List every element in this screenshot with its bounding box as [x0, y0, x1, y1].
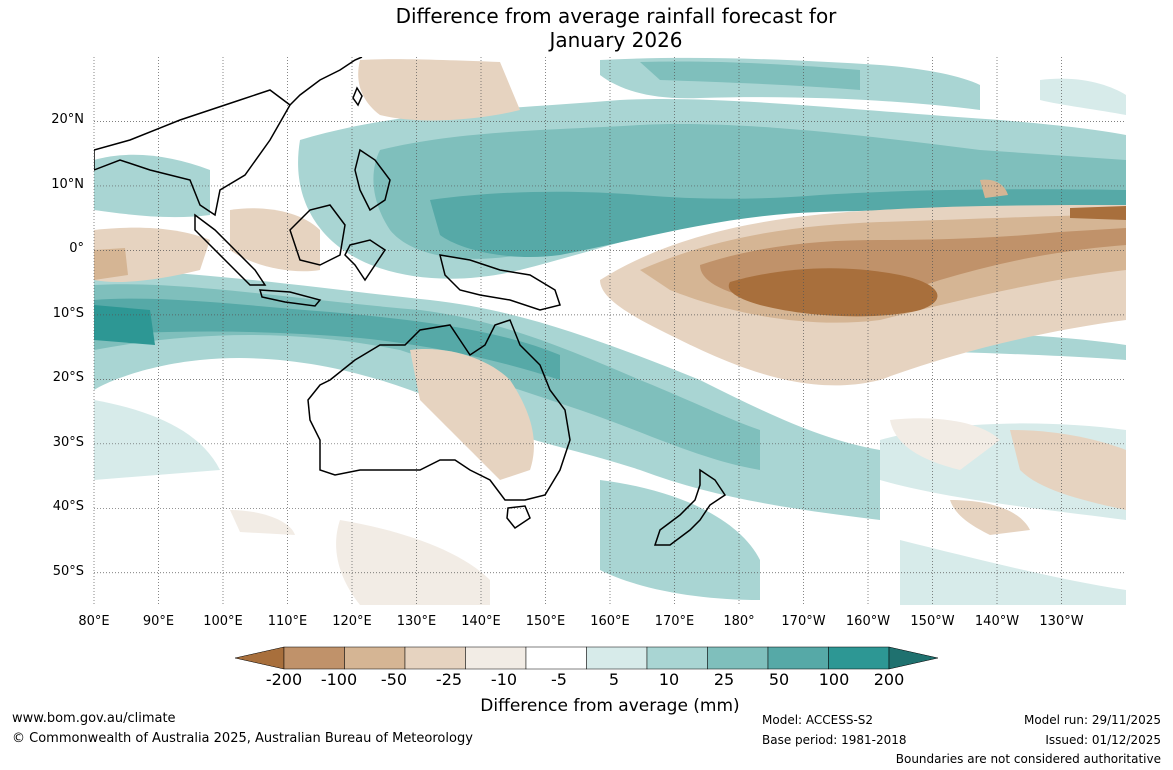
lat-tick-label: 10°S [52, 305, 84, 321]
sulawesi-coastline [344, 239, 387, 282]
issued-text: Issued: 01/12/2025 [1045, 733, 1161, 747]
lon-tick-label: 140°E [461, 614, 501, 629]
sumatra-coastline [194, 213, 267, 286]
coastlines [94, 57, 727, 546]
graticule [93, 57, 1126, 605]
legend-swatch [586, 646, 648, 670]
legend-tick-label: 100 [818, 670, 850, 689]
tasmania-coastline [506, 505, 531, 530]
australia-coastline [307, 319, 571, 501]
lon-tick-label: 80°E [78, 614, 110, 629]
lat-tick-label: 10°N [51, 176, 84, 192]
legend-tick-label: -50 [380, 670, 408, 689]
lat-tick-label: 30°S [52, 434, 84, 450]
legend-tick-label: 25 [713, 670, 735, 689]
legend-swatch [465, 646, 527, 670]
legend-tick-label: -200 [265, 670, 303, 689]
legend-min-arrow [234, 646, 285, 670]
legend-swatch [344, 646, 406, 670]
lat-tick-label: 0° [69, 241, 84, 257]
java-coastline [258, 289, 322, 307]
lat-tick-label: 50°S [52, 563, 84, 579]
model-text: Model: ACCESS-S2 [762, 713, 874, 727]
lon-tick-label: 150°W [910, 614, 955, 629]
legend-swatch [646, 646, 708, 670]
lat-tick-label: 40°S [52, 499, 84, 515]
legend-colorbar [234, 646, 939, 670]
legend-tick-label: -10 [490, 670, 518, 689]
legend-swatch [283, 646, 345, 670]
title-line-2: January 2026 [549, 28, 683, 52]
disclaimer-text: Boundaries are not considered authoritat… [895, 752, 1161, 766]
website-text: www.bom.gov.au/climate [12, 711, 176, 726]
base-period-text: Base period: 1981-2018 [762, 733, 907, 747]
lat-tick-label: 20°S [52, 370, 84, 386]
title-line-1: Difference from average rainfall forecas… [395, 4, 837, 28]
lon-tick-label: 140°W [974, 614, 1020, 629]
legend-tick-label: 10 [658, 670, 680, 689]
legend-tick-label: 50 [768, 670, 790, 689]
legend-title: Difference from average (mm) [480, 696, 740, 716]
lon-tick-label: 170°E [654, 614, 695, 629]
lon-tick-label: 180° [723, 614, 755, 629]
legend-tick-label: 5 [608, 670, 620, 689]
lon-tick-label: 100°E [203, 614, 243, 629]
legend-tick-label: 200 [873, 670, 905, 689]
lon-tick-label: 110°E [267, 614, 308, 629]
lat-tick-label: 20°N [51, 112, 84, 128]
lon-tick-label: 160°W [845, 614, 891, 629]
philippines-coastline [354, 148, 391, 212]
legend-swatch [404, 646, 466, 670]
copyright-text: © Commonwealth of Australia 2025, Austra… [12, 731, 473, 746]
indochina-coastline [94, 89, 291, 217]
model-run-text: Model run: 29/11/2025 [1023, 713, 1161, 727]
legend-tick-label: -100 [320, 670, 358, 689]
rainfall-anomaly-field [94, 57, 1126, 605]
new-zealand-coastline [653, 468, 727, 546]
new-guinea-coastline [438, 254, 561, 311]
taiwan-coastline [352, 86, 363, 107]
lon-tick-label: 90°E [142, 614, 175, 629]
lon-tick-label: 170°W [781, 614, 826, 629]
legend-tick-label: -5 [551, 670, 567, 689]
legend-swatch [525, 646, 587, 670]
wet-anomaly-regions [94, 57, 1126, 605]
borneo-coastline [289, 204, 346, 266]
lon-tick-label: 160°E [590, 614, 630, 629]
legend-max-arrow [888, 646, 939, 670]
legend-swatch [767, 646, 829, 670]
legend-swatch [707, 646, 769, 670]
lon-tick-label: 130°W [1039, 614, 1084, 629]
legend-swatch [828, 646, 890, 670]
lon-tick-label: 130°E [396, 614, 437, 629]
lon-tick-label: 150°E [525, 614, 566, 629]
lon-tick-label: 120°E [332, 614, 372, 629]
legend-tick-label: -25 [435, 670, 463, 689]
china-coastline [289, 57, 363, 106]
chart-title: Difference from average rainfall forecas… [0, 4, 1173, 52]
